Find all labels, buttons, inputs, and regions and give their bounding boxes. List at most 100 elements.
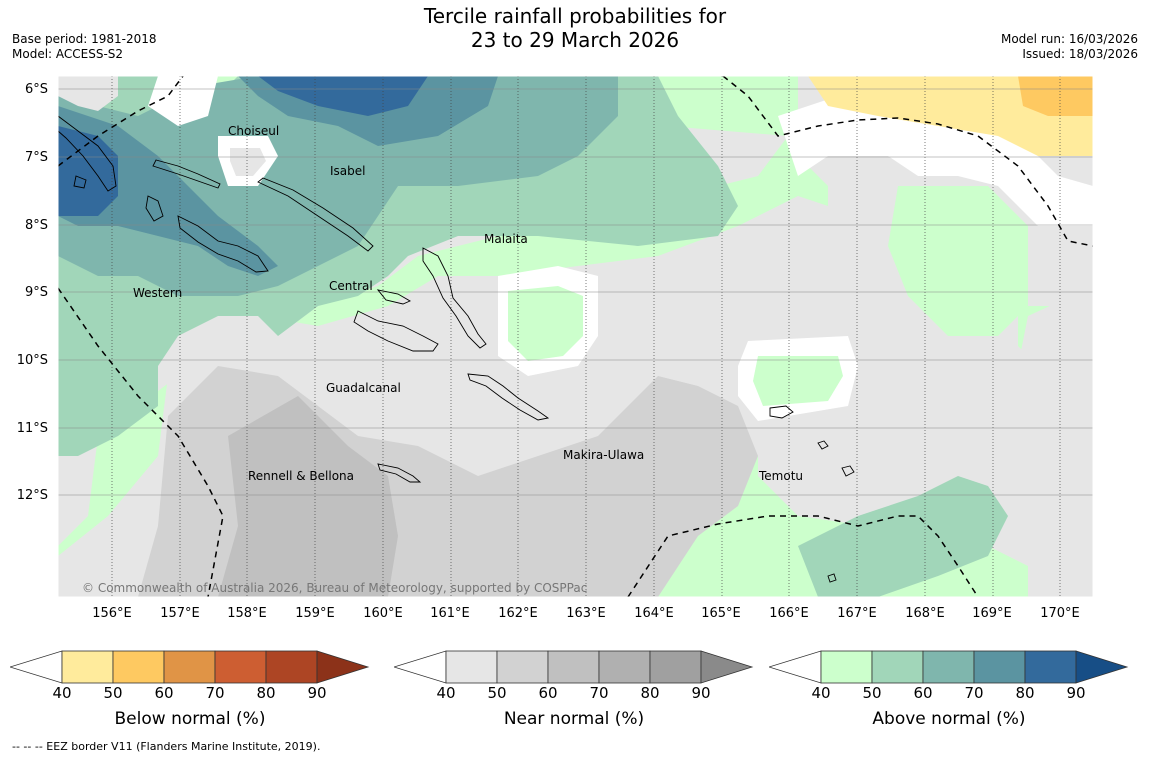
issued-date: Issued: 18/03/2026	[1022, 47, 1138, 61]
lon-label-159e: 159°E	[295, 606, 335, 621]
guadalcanal-coast	[353, 310, 439, 352]
place-malaita: Malaita	[484, 232, 528, 246]
base-period: Base period: 1981-2018	[12, 32, 157, 46]
above-tick-70: 70	[964, 684, 984, 702]
above-swatch-70	[973, 650, 1026, 684]
florida-coast	[376, 289, 411, 305]
colorbar-near-title: Near normal (%)	[503, 709, 645, 729]
near-tick-90: 90	[691, 684, 711, 702]
above-swatch-80	[1024, 650, 1077, 684]
above-swatch-60	[922, 650, 975, 684]
bougainville-coast	[58, 115, 117, 192]
lat-label-12s: 12°S	[16, 488, 48, 503]
near-swatch-40	[445, 650, 498, 684]
no-dominant-region-east-ring	[778, 96, 1093, 226]
lon-label-166e: 166°E	[769, 606, 809, 621]
colorbar-below-swatches	[61, 650, 318, 684]
lon-label-170e: 170°E	[1040, 606, 1080, 621]
near-swatch-50	[496, 650, 549, 684]
lon-label-157e: 157°E	[160, 606, 200, 621]
lat-label-7s: 7°S	[24, 150, 48, 165]
colorbar-above-normal	[769, 650, 1129, 684]
above-tick-60: 60	[913, 684, 933, 702]
colorbar-above-low-triangle	[769, 650, 822, 684]
below-normal-50-northeast	[1018, 76, 1093, 116]
above-tick-40: 40	[811, 684, 831, 702]
place-guadalcanal: Guadalcanal	[326, 381, 401, 395]
near-swatch-70	[598, 650, 651, 684]
near-tick-70: 70	[589, 684, 609, 702]
below-tick-50: 50	[103, 684, 123, 702]
map-title-line1: Tercile rainfall probabilities for	[423, 4, 727, 28]
below-swatch-80	[265, 650, 318, 684]
model-name: Model: ACCESS-S2	[12, 47, 124, 61]
santa-cruz-coast	[769, 405, 794, 419]
near-swatch-80	[649, 650, 702, 684]
colorbar-below-low-triangle	[10, 650, 63, 684]
lon-label-163e: 163°E	[566, 606, 606, 621]
colorbar-above-title: Above normal (%)	[872, 709, 1026, 729]
lon-label-160e: 160°E	[363, 606, 403, 621]
below-tick-40: 40	[52, 684, 72, 702]
tikopia-coast	[827, 573, 837, 583]
colorbar-near-high-triangle	[700, 650, 754, 684]
below-swatch-70	[214, 650, 267, 684]
lon-label-161e: 161°E	[430, 606, 470, 621]
rainfall-probability-map	[58, 76, 1093, 597]
near-normal-choiseul	[230, 148, 266, 176]
lon-label-162e: 162°E	[498, 606, 538, 621]
below-tick-80: 80	[256, 684, 276, 702]
map-title-line2: 23 to 29 March 2026	[470, 28, 680, 52]
lat-label-10s: 10°S	[16, 353, 48, 368]
below-tick-90: 90	[307, 684, 327, 702]
lon-label-158e: 158°E	[227, 606, 267, 621]
lon-label-164e: 164°E	[634, 606, 674, 621]
copyright-notice: © Commonwealth of Australia 2026, Bureau…	[82, 581, 588, 595]
place-central: Central	[329, 279, 373, 293]
below-tick-60: 60	[154, 684, 174, 702]
lon-label-168e: 168°E	[905, 606, 945, 621]
place-makira-ulawa: Makira-Ulawa	[563, 448, 645, 462]
coastlines	[58, 115, 855, 583]
near-swatch-60	[547, 650, 600, 684]
place-western: Western	[133, 286, 183, 300]
colorbar-above-swatches	[820, 650, 1077, 684]
above-tick-50: 50	[862, 684, 882, 702]
lat-label-8s: 8°S	[24, 218, 48, 233]
vella-coast	[145, 195, 164, 222]
parallel-lines	[58, 88, 1093, 496]
place-choiseul: Choiseul	[228, 124, 280, 138]
model-run: Model run: 16/03/2026	[1000, 32, 1138, 46]
colorbar-near-low-triangle	[394, 650, 447, 684]
below-swatch-60	[163, 650, 216, 684]
place-temotu: Temotu	[759, 469, 804, 483]
below-swatch-50	[112, 650, 165, 684]
lon-label-156e: 156°E	[92, 606, 132, 621]
below-swatch-40	[61, 650, 114, 684]
colorbar-near-normal	[394, 650, 754, 684]
above-swatch-50	[871, 650, 924, 684]
lat-label-9s: 9°S	[24, 285, 48, 300]
above-swatch-40	[820, 650, 873, 684]
makira-coast	[467, 373, 550, 421]
near-tick-80: 80	[640, 684, 660, 702]
below-tick-70: 70	[205, 684, 225, 702]
shortland-coast	[73, 175, 87, 189]
place-isabel: Isabel	[330, 164, 366, 178]
place-rennell-bellona: Rennell & Bellona	[248, 469, 355, 483]
colorbar-above-high-triangle	[1075, 650, 1129, 684]
near-normal-nw	[58, 76, 118, 111]
above-normal-80-west	[58, 126, 118, 216]
eez-border	[58, 76, 1093, 597]
above-normal-70-west	[58, 106, 278, 276]
near-tick-50: 50	[487, 684, 507, 702]
above-tick-90: 90	[1066, 684, 1086, 702]
lon-label-165e: 165°E	[701, 606, 741, 621]
isabel-coast	[257, 177, 374, 252]
rennell-coast	[377, 463, 422, 483]
above-tick-80: 80	[1015, 684, 1035, 702]
vanikoro-coast	[817, 440, 829, 450]
above-normal-island-center	[508, 286, 583, 361]
eez-legend-note: -- -- -- EEZ border V11 (Flanders Marine…	[12, 740, 321, 753]
choiseul-coast	[152, 159, 221, 189]
